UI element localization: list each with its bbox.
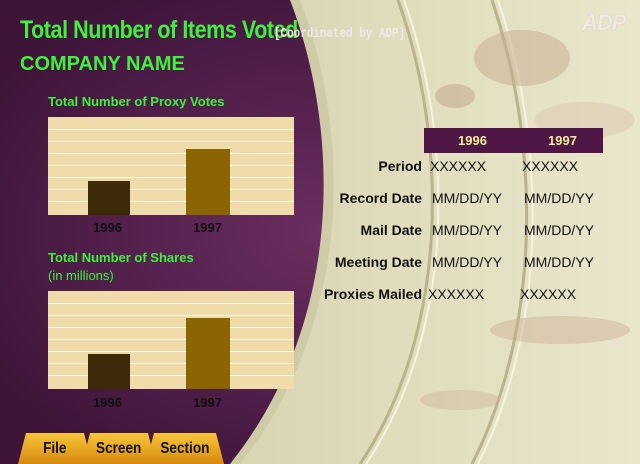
bar-1997 [186,318,230,389]
cell-record-date-1996: MM/DD/YY [432,190,502,206]
tab-section-label: Section [160,439,210,457]
adp-logo: ADP [582,10,626,35]
cell-mail-date-1997: MM/DD/YY [524,222,594,238]
column-header-1997: 1997 [548,133,577,148]
tab-screen[interactable]: Screen [88,433,150,464]
cell-record-date-1997: MM/DD/YY [524,190,594,206]
tab-section[interactable]: Section [150,433,220,464]
cell-proxies-mailed-1996: XXXXXX [428,286,485,302]
tab-file-label: File [43,439,67,457]
tab-file[interactable]: File [24,433,86,464]
company-name: COMPANY NAME [20,53,185,75]
row-label-mail-date: Mail Date [360,222,422,238]
bar-1996 [88,180,130,215]
row-label-period: Period [378,158,422,174]
row-label-proxies-mailed: Proxies Mailed [323,286,422,302]
column-header-1996: 1996 [458,133,487,148]
x-tick-1997: 1997 [193,220,222,235]
cell-period-1996: XXXXXX [430,158,487,174]
x-tick-1996: 1996 [93,395,122,410]
page-subtitle: [Coordinated by ADP] [274,26,406,42]
cell-proxies-mailed-1997: XXXXXX [520,286,577,302]
row-label-meeting-date: Meeting Date [334,254,422,270]
chart-title-shares: Total Number of Shares [48,250,194,265]
bar-1997 [186,149,230,215]
cell-mail-date-1996: MM/DD/YY [432,222,502,238]
bar-1996 [88,353,130,389]
chart-title-proxy-votes: Total Number of Proxy Votes [48,94,225,109]
shares-chart [48,291,294,389]
x-tick-1996: 1996 [93,220,122,235]
cell-meeting-date-1997: MM/DD/YY [524,254,594,270]
tab-screen-label: Screen [96,439,142,457]
page-title: Total Number of Items Voted [20,16,298,44]
chart-subtitle-shares: (in millions) [48,268,114,283]
proxy-votes-chart [48,117,294,215]
cell-meeting-date-1996: MM/DD/YY [432,254,502,270]
row-label-record-date: Record Date [339,190,422,206]
x-tick-1997: 1997 [193,395,222,410]
cell-period-1997: XXXXXX [522,158,579,174]
